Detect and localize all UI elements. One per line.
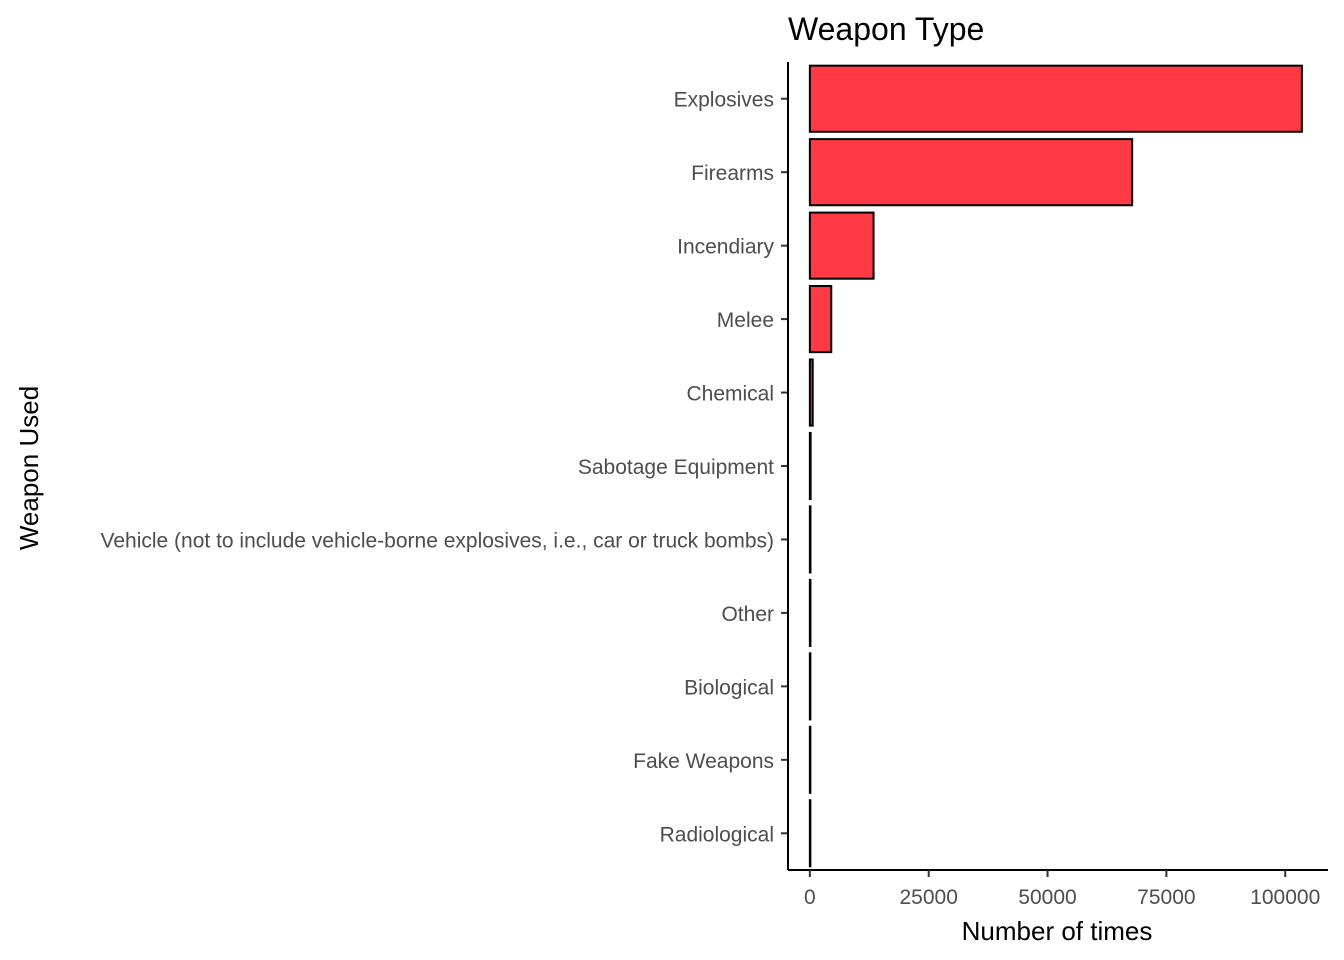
x-tick-label-4: 100000 [1250,886,1320,909]
bar-5 [808,431,812,501]
y-tick-label-9: Fake Weapons [633,750,774,773]
bars-group [808,64,1303,868]
x-tick-label-1: 25000 [900,886,958,909]
y-tick-label-2: Incendiary [677,236,774,259]
bar-2 [808,211,875,280]
y-axis-title: Weapon Used [14,386,44,550]
y-tick-label-8: Biological [684,676,774,699]
y-tick-label-1: Firearms [691,162,774,185]
x-axis-title: Number of times [962,916,1153,946]
x-tick-label-2: 50000 [1018,886,1076,909]
bar-7 [808,578,812,647]
bar-10 [808,799,812,868]
x-tick-label-3: 75000 [1137,886,1195,909]
bar-3 [808,285,833,354]
bar-0 [808,64,1303,133]
y-tick-label-4: Chemical [686,383,774,406]
y-axis: Explosives Firearms Incendiary Melee Chemica… [101,62,789,870]
chart-title: Weapon Type [788,11,984,47]
bar-9 [808,725,812,794]
bar-8 [808,652,812,721]
y-tick-label-7: Other [721,603,774,626]
y-tick-label-3: Melee [717,309,774,332]
bar-6 [808,505,812,574]
y-tick-label-6: Vehicle (not to include vehicle-borne ex… [101,529,775,552]
y-tick-label-5: Sabotage Equipment [578,456,774,479]
x-tick-label-0: 0 [804,886,816,909]
y-tick-label-0: Explosives [674,89,774,112]
x-axis: 0 25000 50000 75000 100000 [788,869,1328,909]
y-tick-label-10: Radiological [660,823,774,846]
bar-1 [808,138,1134,207]
bar-4 [808,358,814,427]
